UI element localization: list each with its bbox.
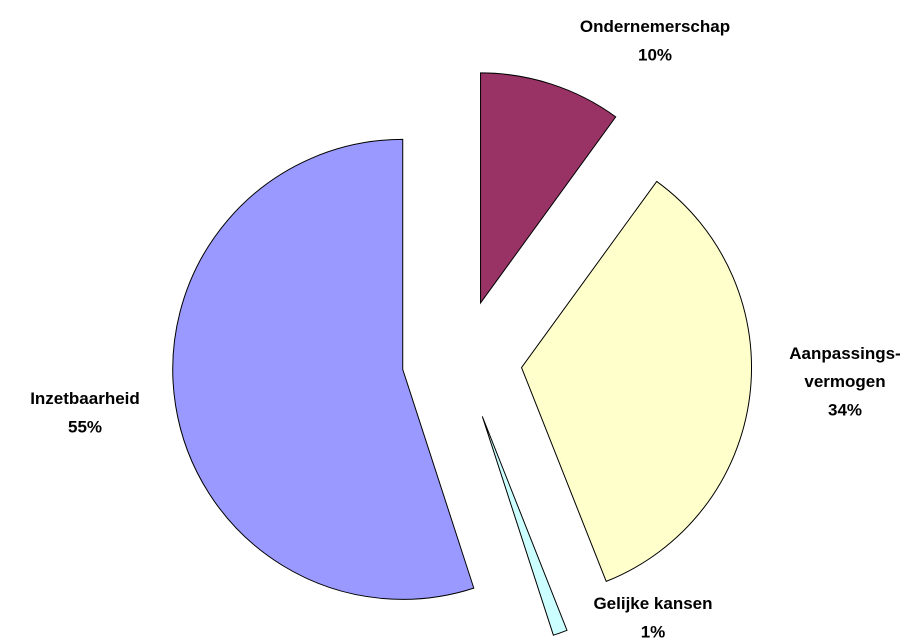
- label-line: Aanpassings-: [789, 344, 900, 363]
- label-line: Gelijke kansen: [593, 594, 712, 613]
- value-label: 10%: [638, 45, 672, 64]
- slice-label: Gelijke kansen: [593, 594, 712, 613]
- value-label: 1%: [641, 622, 666, 641]
- slice-label: Ondernemerschap: [580, 17, 730, 36]
- pie-slice: [172, 138, 475, 600]
- slice-label: Aanpassings-vermogen: [789, 344, 900, 391]
- label-line: Ondernemerschap: [580, 17, 730, 36]
- value-label: 34%: [828, 400, 862, 419]
- pie-slice: [480, 72, 617, 305]
- pie-slice: [520, 180, 753, 583]
- pie-slice: [481, 416, 568, 636]
- label-line: vermogen: [804, 372, 885, 391]
- slice-label: Inzetbaarheid: [30, 389, 140, 408]
- label-line: Inzetbaarheid: [30, 389, 140, 408]
- value-label: 55%: [68, 417, 102, 436]
